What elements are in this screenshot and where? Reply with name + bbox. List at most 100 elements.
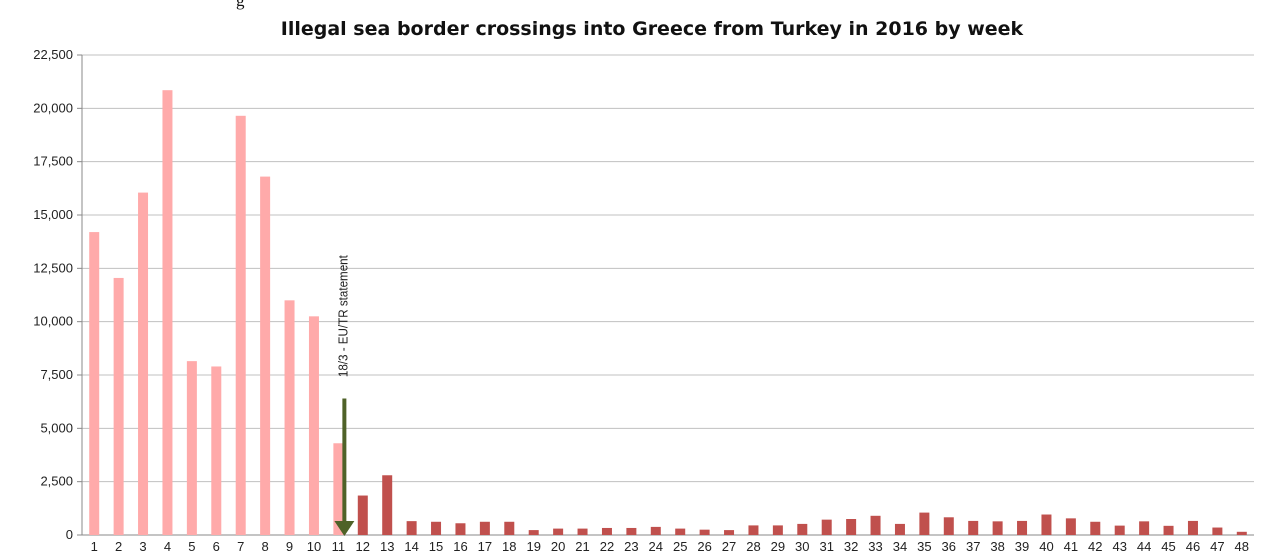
bar-week-24	[650, 526, 661, 535]
bar-week-13	[382, 475, 393, 535]
bar-week-34	[894, 523, 905, 535]
bar-week-18	[504, 521, 515, 535]
x-tick-label: 32	[844, 539, 858, 554]
bar-week-30	[797, 523, 808, 535]
x-tick-label: 2	[115, 539, 122, 554]
x-tick-label: 17	[478, 539, 492, 554]
x-tick-label: 31	[819, 539, 833, 554]
x-tick-label: 9	[286, 539, 293, 554]
bar-week-26	[699, 529, 710, 535]
x-tick-label: 14	[404, 539, 418, 554]
bar-week-48	[1236, 531, 1247, 535]
x-tick-label: 24	[649, 539, 663, 554]
bar-week-37	[968, 520, 979, 535]
bar-week-3	[138, 192, 149, 535]
bar-week-7	[235, 115, 246, 536]
y-tick-label: 15,000	[33, 207, 73, 222]
x-tick-label: 37	[966, 539, 980, 554]
annotation-arrow-head	[334, 521, 355, 536]
x-tick-label: 25	[673, 539, 687, 554]
x-tick-label: 26	[697, 539, 711, 554]
x-tick-label: 18	[502, 539, 516, 554]
bar-week-19	[528, 530, 539, 535]
x-tick-label: 43	[1112, 539, 1126, 554]
x-tick-label: 13	[380, 539, 394, 554]
bar-week-11	[333, 443, 344, 535]
bar-week-17	[479, 521, 490, 535]
bar-week-38	[992, 521, 1003, 535]
bar-week-25	[675, 528, 686, 535]
bar-week-29	[772, 525, 783, 535]
bar-week-9	[284, 300, 295, 535]
x-tick-label: 10	[307, 539, 321, 554]
bar-week-47	[1212, 527, 1223, 535]
bar-week-5	[186, 361, 197, 535]
y-tick-label: 22,500	[33, 47, 73, 62]
x-tick-label: 27	[722, 539, 736, 554]
x-tick-label: 7	[237, 539, 244, 554]
bar-week-44	[1139, 521, 1150, 535]
bar-week-21	[577, 528, 588, 535]
bar-week-45	[1163, 525, 1174, 535]
y-tick-label: 7,500	[40, 367, 73, 382]
bar-week-22	[601, 527, 612, 535]
x-tick-label: 45	[1161, 539, 1175, 554]
y-tick-label: 12,500	[33, 260, 73, 275]
x-tick-label: 33	[868, 539, 882, 554]
x-tick-label: 47	[1210, 539, 1224, 554]
y-tick-label: 10,000	[33, 314, 73, 329]
x-tick-label: 28	[746, 539, 760, 554]
bar-week-28	[748, 525, 759, 535]
bar-week-14	[406, 521, 417, 535]
x-tick-label: 20	[551, 539, 565, 554]
bar-week-8	[260, 176, 271, 535]
bar-week-2	[113, 277, 124, 535]
bar-week-4	[162, 90, 173, 535]
x-tick-label: 40	[1039, 539, 1053, 554]
x-tick-label: 3	[139, 539, 146, 554]
x-tick-label: 22	[600, 539, 614, 554]
x-tick-label: 12	[356, 539, 370, 554]
x-tick-label: 15	[429, 539, 443, 554]
x-tick-label: 5	[188, 539, 195, 554]
x-tick-label: 42	[1088, 539, 1102, 554]
x-tick-label: 11	[332, 539, 346, 554]
x-tick-label: 35	[917, 539, 931, 554]
bar-week-40	[1041, 514, 1052, 535]
x-tick-label: 34	[893, 539, 907, 554]
x-tick-label: 6	[213, 539, 220, 554]
y-tick-label: 17,500	[33, 154, 73, 169]
bar-week-32	[846, 519, 857, 535]
bar-week-1	[89, 232, 100, 536]
x-tick-label: 48	[1235, 539, 1249, 554]
x-tick-label: 29	[771, 539, 785, 554]
bar-week-36	[943, 517, 954, 535]
bar-week-16	[455, 523, 466, 535]
bar-week-33	[870, 515, 881, 535]
x-tick-label: 1	[91, 539, 98, 554]
x-tick-label: 38	[990, 539, 1004, 554]
cropped-caption-fragment: g	[236, 0, 245, 10]
bar-week-41	[1065, 518, 1076, 535]
x-tick-label: 39	[1015, 539, 1029, 554]
bar-week-39	[1017, 520, 1028, 535]
y-tick-label: 5,000	[40, 420, 73, 435]
bar-week-23	[626, 527, 637, 535]
bar-week-10	[308, 316, 319, 535]
x-tick-label: 46	[1186, 539, 1200, 554]
x-tick-label: 4	[164, 539, 171, 554]
x-tick-label: 44	[1137, 539, 1151, 554]
bar-week-31	[821, 519, 832, 535]
x-tick-label: 8	[262, 539, 269, 554]
y-tick-label: 0	[66, 527, 73, 542]
bar-week-20	[553, 528, 564, 535]
bar-week-15	[431, 521, 442, 535]
annotation-label: 18/3 - EU/TR statement	[335, 255, 350, 377]
bar-week-46	[1187, 520, 1198, 535]
y-tick-label: 2,500	[40, 474, 73, 489]
x-tick-label: 23	[624, 539, 638, 554]
bar-week-42	[1090, 521, 1101, 535]
y-tick-label: 20,000	[33, 100, 73, 115]
